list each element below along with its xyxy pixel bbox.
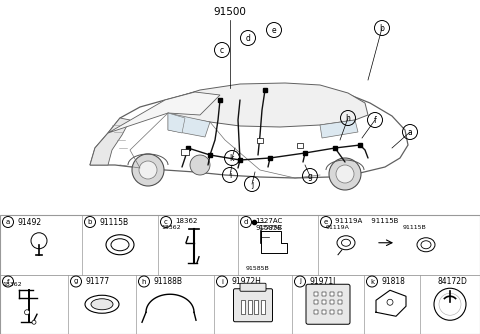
Bar (314, 310, 318, 314)
Text: f: f (373, 116, 376, 125)
Bar (330, 310, 334, 314)
Text: e: e (272, 25, 276, 34)
Text: 18362: 18362 (2, 283, 22, 288)
Polygon shape (168, 113, 210, 137)
Bar (322, 300, 326, 304)
Ellipse shape (111, 239, 129, 251)
Text: 91188B: 91188B (153, 278, 182, 287)
Circle shape (434, 288, 466, 320)
Text: 1327AC: 1327AC (258, 225, 282, 230)
Text: 91115B: 91115B (403, 225, 427, 230)
Text: g: g (74, 279, 78, 285)
Text: 91585B: 91585B (246, 267, 270, 272)
Text: b: b (88, 219, 92, 225)
Circle shape (329, 158, 361, 190)
Ellipse shape (85, 295, 119, 313)
Bar (338, 310, 342, 314)
FancyBboxPatch shape (306, 284, 350, 324)
Circle shape (32, 320, 36, 324)
Text: i: i (229, 170, 231, 179)
Text: j: j (251, 179, 253, 188)
Bar (0, 215, 480, 334)
Polygon shape (168, 83, 368, 127)
FancyBboxPatch shape (240, 283, 266, 291)
Polygon shape (108, 92, 220, 133)
Bar (330, 292, 334, 296)
Circle shape (31, 233, 47, 249)
Text: 84172D: 84172D (437, 278, 467, 287)
Ellipse shape (421, 241, 431, 249)
Bar (297, 143, 303, 148)
Text: j: j (299, 279, 301, 285)
Polygon shape (168, 113, 185, 133)
Text: 91119A: 91119A (326, 225, 350, 230)
Ellipse shape (341, 239, 350, 246)
Bar (314, 300, 318, 304)
Ellipse shape (106, 235, 134, 255)
Bar (248, 300, 252, 314)
Bar (241, 300, 245, 314)
Text: 18362: 18362 (175, 218, 197, 224)
Bar (257, 138, 263, 143)
Text: e: e (324, 219, 328, 225)
Bar (254, 300, 258, 314)
Bar (261, 300, 265, 314)
Text: 91492: 91492 (17, 218, 41, 227)
Text: k: k (370, 279, 374, 285)
Ellipse shape (337, 236, 355, 250)
Bar (338, 292, 342, 296)
Text: g: g (308, 171, 312, 180)
Text: h: h (346, 114, 350, 123)
Text: 18362: 18362 (161, 225, 180, 230)
Ellipse shape (417, 238, 435, 252)
Circle shape (139, 161, 157, 179)
Circle shape (336, 165, 354, 183)
Polygon shape (90, 85, 408, 178)
Text: h: h (142, 279, 146, 285)
Bar (338, 300, 342, 304)
Text: 91115B: 91115B (99, 218, 128, 227)
Circle shape (439, 293, 461, 315)
Bar (181, 149, 189, 155)
Text: c: c (164, 219, 168, 225)
Text: 91972H: 91972H (231, 278, 261, 287)
Text: 91177: 91177 (85, 278, 109, 287)
Text: i: i (221, 279, 223, 285)
Bar (330, 300, 334, 304)
Polygon shape (320, 120, 358, 138)
Text: 1327AC
91585B: 1327AC 91585B (255, 218, 282, 231)
Text: a: a (6, 219, 10, 225)
Text: 91971J: 91971J (309, 278, 336, 287)
Bar (322, 310, 326, 314)
Ellipse shape (91, 299, 113, 310)
FancyBboxPatch shape (233, 289, 273, 322)
Text: d: d (244, 219, 248, 225)
Bar (322, 292, 326, 296)
Text: a: a (408, 128, 412, 137)
Circle shape (132, 154, 164, 186)
Text: d: d (246, 33, 251, 42)
Text: k: k (230, 154, 234, 163)
Text: f: f (7, 279, 9, 285)
Text: 91818: 91818 (381, 278, 405, 287)
Bar (314, 292, 318, 296)
Text: b: b (380, 23, 384, 32)
Circle shape (387, 299, 393, 305)
Text: c: c (220, 45, 224, 54)
Circle shape (24, 310, 29, 315)
Circle shape (190, 155, 210, 175)
Text: 91119A    91115B: 91119A 91115B (335, 218, 398, 224)
Text: 91500: 91500 (214, 7, 246, 17)
Polygon shape (90, 118, 130, 165)
